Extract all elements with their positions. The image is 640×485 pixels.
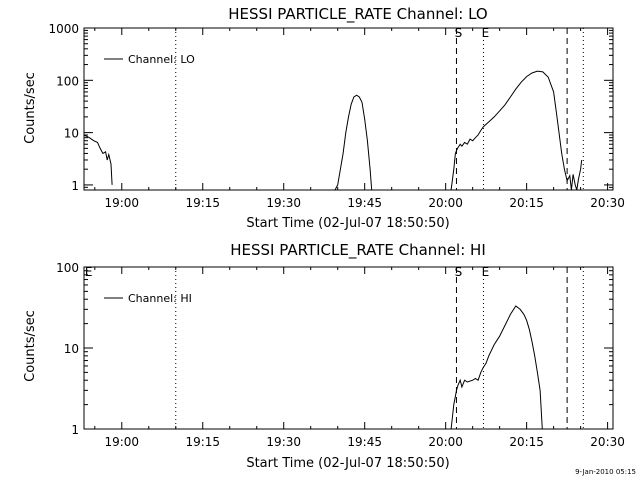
x-axis-label: Start Time (02-Jul-07 18:50:50) (246, 456, 449, 471)
chart-panel-lo: HESSI PARTICLE_RATE Channel: LO Counts/s… (23, 5, 625, 231)
chart-panel-hi: HESSI PARTICLE_RATE Channel: HI Counts/s… (23, 241, 625, 471)
x-tick-label: 20:00 (428, 196, 463, 210)
chart-title: HESSI PARTICLE_RATE Channel: LO (228, 5, 487, 24)
x-tick-label: 20:00 (428, 435, 463, 449)
chart-title: HESSI PARTICLE_RATE Channel: HI (230, 241, 486, 260)
series-line (450, 305, 543, 430)
marker-label: E (482, 26, 490, 40)
x-tick-label: 19:45 (347, 196, 382, 210)
y-tick-label: 100 (56, 74, 79, 88)
x-tick-label: 20:15 (509, 435, 544, 449)
y-axis-label: Counts/sec (23, 72, 38, 144)
series-line (450, 70, 583, 191)
x-tick-label: 20:30 (590, 196, 625, 210)
legend: Channel: LO (104, 53, 195, 66)
x-tick-label: 19:15 (185, 196, 220, 210)
x-tick-label: 20:15 (509, 196, 544, 210)
y-tick-label: 10 (64, 127, 79, 141)
legend-label: Channel: LO (128, 53, 195, 66)
marker-label: S (455, 26, 463, 40)
plot-frame (83, 27, 614, 191)
marker-label: S (455, 265, 463, 279)
y-tick-label: 1 (71, 423, 79, 437)
edge-label: E (85, 265, 93, 279)
y-tick-label: 100 (56, 261, 79, 275)
y-tick-label: 1000 (48, 22, 79, 36)
series-line (83, 134, 113, 185)
x-tick-label: 19:15 (185, 435, 220, 449)
legend-label: Channel: HI (128, 292, 192, 305)
y-tick-label: 1 (71, 179, 79, 193)
x-tick-label: 19:00 (104, 196, 139, 210)
footer-date: 9-Jan-2010 05:15 (575, 468, 636, 476)
x-tick-label: 19:30 (266, 196, 301, 210)
x-tick-label: 19:30 (266, 435, 301, 449)
x-tick-label: 19:45 (347, 435, 382, 449)
x-axis-label: Start Time (02-Jul-07 18:50:50) (246, 216, 449, 231)
marker-label: E (482, 265, 490, 279)
x-tick-label: 20:30 (590, 435, 625, 449)
y-tick-label: 10 (64, 342, 79, 356)
series-line (334, 94, 373, 191)
x-tick-label: 19:00 (104, 435, 139, 449)
y-axis-label: Counts/sec (23, 310, 38, 382)
